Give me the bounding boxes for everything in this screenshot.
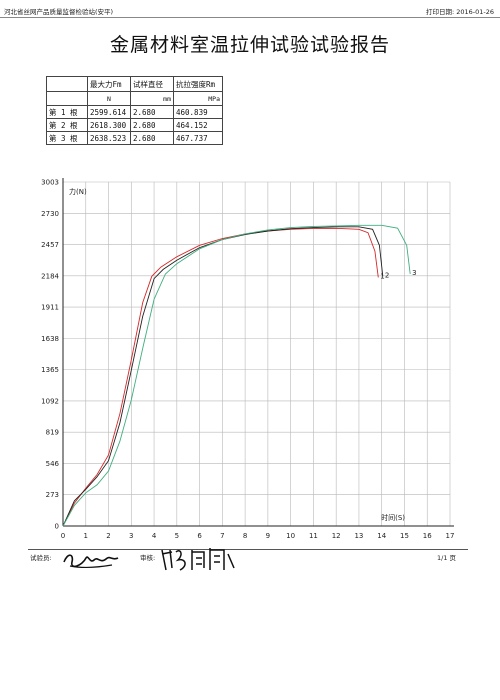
x-tick-label: 5 (175, 532, 179, 540)
y-tick-label: 1365 (41, 366, 59, 374)
unit-fm: N (87, 91, 131, 106)
table-unit-row: N mm MPa (46, 91, 223, 106)
col-header-d: 试样直径 (130, 76, 174, 92)
cell-rm: 467.737 (173, 131, 223, 145)
footer-divider (28, 549, 468, 550)
cell-fm: 2599.614 (87, 105, 131, 119)
org-name: 河北省丝网产品质量监督检验站(安平) (4, 8, 114, 16)
y-tick-label: 546 (46, 460, 60, 468)
cell-rm: 460.839 (173, 105, 223, 119)
row-label: 第 2 根 (46, 118, 88, 132)
table-row: 第 2 根 2618.300 2.680 464.152 (46, 118, 223, 132)
bottom-margin (0, 652, 500, 700)
series-line-1 (62, 227, 379, 527)
table-header-row: 最大力Fm 试样直径 抗拉强度Rm (46, 76, 223, 92)
x-tick-label: 4 (152, 532, 157, 540)
y-tick-label: 273 (46, 491, 59, 499)
results-table: 最大力Fm 试样直径 抗拉强度Rm N mm MPa 第 1 根 2599.61… (46, 76, 223, 145)
y-tick-label: 1092 (41, 397, 59, 405)
y-tick-label: 2730 (41, 210, 59, 218)
cell-d: 2.680 (130, 131, 174, 145)
y-tick-label: 1911 (41, 304, 59, 312)
report-page: 河北省丝网产品质量监督检验站(安平) 打印日期: 2016-01-26 金属材料… (0, 3, 500, 571)
x-tick-label: 6 (197, 532, 202, 540)
x-tick-label: 2 (106, 532, 110, 540)
row-label: 第 3 根 (46, 131, 88, 145)
cell-rm: 464.152 (173, 118, 223, 132)
col-header-rm: 抗拉强度Rm (173, 76, 223, 92)
x-tick-label: 14 (377, 532, 386, 540)
tester-signature (63, 554, 119, 568)
header-bar: 河北省丝网产品质量监督检验站(安平) 打印日期: 2016-01-26 (0, 3, 500, 17)
reviewer-label: 审核: (140, 554, 156, 562)
series-label-1: 1 (380, 272, 384, 280)
report-title: 金属材料室温拉伸试验试验报告 (109, 34, 390, 56)
cell-d: 2.680 (130, 105, 174, 119)
unit-corner-cell (46, 91, 88, 106)
table-row: 第 1 根 2599.614 2.680 460.839 (46, 105, 223, 119)
x-tick-label: 16 (423, 532, 432, 540)
cell-fm: 2638.523 (87, 131, 131, 145)
y-tick-label: 3003 (41, 179, 59, 187)
y-axis-label: 力(N) (69, 187, 87, 196)
y-tick-label: 819 (46, 429, 59, 437)
x-tick-label: 8 (243, 532, 247, 540)
table-row: 第 3 根 2638.523 2.680 467.737 (46, 131, 223, 145)
x-tick-label: 15 (400, 532, 409, 540)
cell-d: 2.680 (130, 118, 174, 132)
force-time-chart: 0 1 2 3 4 5 6 7 8 9 10 11 12 13 14 15 16 1702735468191092… (41, 178, 455, 540)
header-divider (0, 17, 500, 18)
x-tick-label: 7 (220, 532, 224, 540)
table-corner-cell (46, 76, 88, 92)
x-tick-label: 0 (61, 532, 65, 540)
series-label-2: 2 (385, 271, 389, 279)
unit-d: mm (130, 91, 174, 106)
x-tick-label: 11 (309, 532, 318, 540)
row-label: 第 1 根 (46, 105, 88, 119)
x-tick-label: 3 (129, 532, 133, 540)
cell-fm: 2618.300 (87, 118, 131, 132)
print-date-value: 2016-01-26 (456, 8, 494, 16)
series-label-3: 3 (412, 269, 416, 277)
y-tick-label: 2184 (41, 272, 59, 280)
x-tick-label: 17 (446, 532, 455, 540)
reviewer-signature (161, 548, 235, 571)
x-axis-label: 时间(S) (381, 513, 405, 522)
x-tick-label: 9 (266, 532, 270, 540)
y-tick-label: 1638 (41, 335, 59, 343)
unit-rm: MPa (173, 91, 223, 106)
x-tick-label: 1 (84, 532, 88, 540)
tester-label: 试验员: (30, 554, 52, 562)
page-number: 1/1 页 (437, 554, 457, 562)
series-line-3 (62, 224, 411, 527)
col-header-fm: 最大力Fm (87, 76, 131, 92)
print-date-label: 打印日期: (425, 8, 455, 16)
y-tick-label: 0 (55, 523, 59, 531)
x-tick-label: 12 (332, 532, 341, 540)
y-tick-label: 2457 (41, 241, 59, 249)
x-tick-label: 10 (286, 532, 295, 540)
print-date: 打印日期: 2016-01-26 (426, 6, 494, 16)
series-line-2 (62, 226, 384, 527)
x-tick-label: 13 (354, 532, 363, 540)
